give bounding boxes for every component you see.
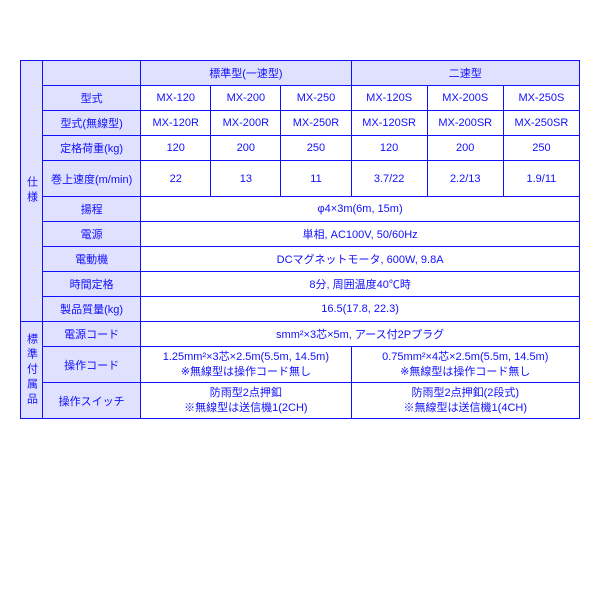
header-dual-type: 二速型 xyxy=(351,61,579,86)
cell: 120 xyxy=(351,136,427,161)
spec-table-container: 仕様 標準型(一速型) 二速型 型式 MX-120 MX-200 MX-250 … xyxy=(20,60,580,419)
cell-duty: 8分, 周囲温度40℃時 xyxy=(141,272,580,297)
row-ctrl-cord: 操作コード xyxy=(43,347,141,383)
switch-dual-line1: 防雨型2点押釦(2段式) xyxy=(411,387,519,399)
row-mass: 製品質量(kg) xyxy=(43,297,141,322)
cell-ctrl-switch-dual: 防雨型2点押釦(2段式) ※無線型は送信機1(4CH) xyxy=(351,383,579,419)
ctrl-cord-std-line2: ※無線型は操作コード無し xyxy=(181,366,311,378)
switch-dual-line2: ※無線型は送信機1(4CH) xyxy=(404,402,527,414)
row-model-wireless: 型式(無線型) xyxy=(43,111,141,136)
row-lift: 揚程 xyxy=(43,197,141,222)
header-standard-type: 標準型(一速型) xyxy=(141,61,351,86)
cell: 11 xyxy=(281,161,351,197)
cell: MX-120SR xyxy=(351,111,427,136)
cell: MX-250 xyxy=(281,86,351,111)
cell: 13 xyxy=(211,161,281,197)
cell-lift: φ4×3m(6m, 15m) xyxy=(141,197,580,222)
row-ctrl-switch: 操作スイッチ xyxy=(43,383,141,419)
cell: 250 xyxy=(281,136,351,161)
ctrl-cord-dual-line1: 0.75mm²×4芯×2.5m(5.5m, 14.5m) xyxy=(382,351,548,363)
cell: MX-250SR xyxy=(503,111,579,136)
cell: MX-200S xyxy=(427,86,503,111)
cell: 120 xyxy=(141,136,211,161)
cell: MX-120 xyxy=(141,86,211,111)
switch-std-line1: 防雨型2点押釦 xyxy=(210,387,282,399)
cell: 250 xyxy=(503,136,579,161)
cell: 1.9/11 xyxy=(503,161,579,197)
cell: MX-250S xyxy=(503,86,579,111)
cell-ctrl-cord-std: 1.25mm²×3芯×2.5m(5.5m, 14.5m) ※無線型は操作コード無… xyxy=(141,347,351,383)
row-rated-load: 定格荷重(kg) xyxy=(43,136,141,161)
row-duty: 時間定格 xyxy=(43,272,141,297)
cell-motor: DCマグネットモータ, 600W, 9.8A xyxy=(141,247,580,272)
cell: 200 xyxy=(211,136,281,161)
cell: MX-120S xyxy=(351,86,427,111)
cell-power: 単相, AC100V, 50/60Hz xyxy=(141,222,580,247)
row-speed: 巻上速度(m/min) xyxy=(43,161,141,197)
cell-ctrl-switch-std: 防雨型2点押釦 ※無線型は送信機1(2CH) xyxy=(141,383,351,419)
row-motor: 電動機 xyxy=(43,247,141,272)
cell: MX-250R xyxy=(281,111,351,136)
cell-ctrl-cord-dual: 0.75mm²×4芯×2.5m(5.5m, 14.5m) ※無線型は操作コード無… xyxy=(351,347,579,383)
cell-power-cord: smm²×3芯×5m, アース付2Pプラグ xyxy=(141,322,580,347)
cell-mass: 16.5(17.8, 22.3) xyxy=(141,297,580,322)
cell: MX-200SR xyxy=(427,111,503,136)
spec-table: 仕様 標準型(一速型) 二速型 型式 MX-120 MX-200 MX-250 … xyxy=(20,60,580,419)
switch-std-line2: ※無線型は送信機1(2CH) xyxy=(184,402,307,414)
section-spec: 仕様 xyxy=(21,61,43,322)
cell: 3.7/22 xyxy=(351,161,427,197)
cell: MX-120R xyxy=(141,111,211,136)
ctrl-cord-std-line1: 1.25mm²×3芯×2.5m(5.5m, 14.5m) xyxy=(163,351,329,363)
cell: MX-200 xyxy=(211,86,281,111)
empty-header xyxy=(43,61,141,86)
cell: 200 xyxy=(427,136,503,161)
cell: 22 xyxy=(141,161,211,197)
section-accessories: 標準付属品 xyxy=(21,322,43,419)
cell: MX-200R xyxy=(211,111,281,136)
row-model: 型式 xyxy=(43,86,141,111)
ctrl-cord-dual-line2: ※無線型は操作コード無し xyxy=(400,366,530,378)
cell: 2.2/13 xyxy=(427,161,503,197)
row-power-cord: 電源コード xyxy=(43,322,141,347)
row-power: 電源 xyxy=(43,222,141,247)
